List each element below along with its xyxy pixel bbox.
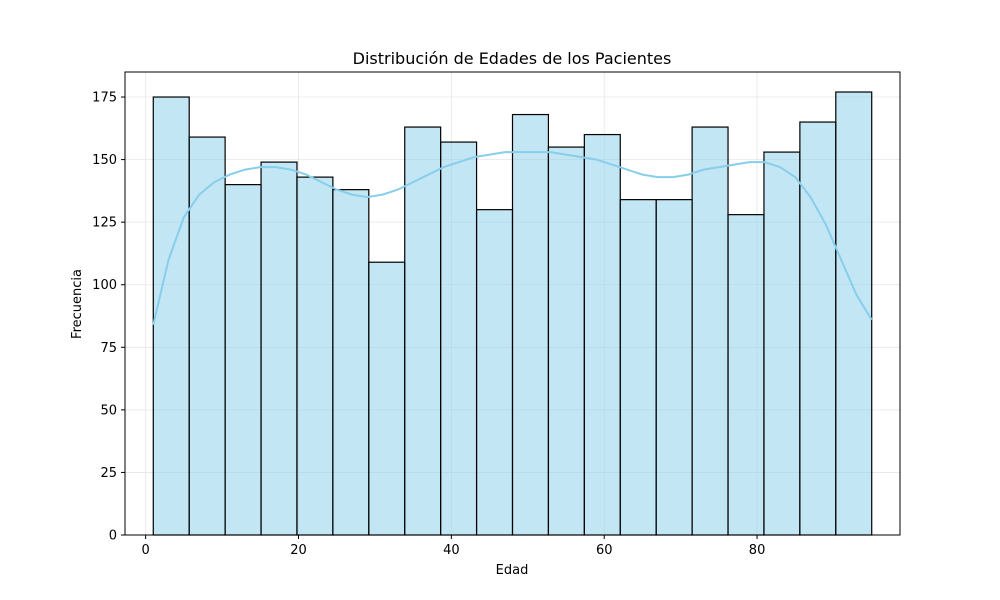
kde-curve [152, 151, 873, 325]
y-tick-label: 100 [92, 278, 117, 293]
x-tick-label: 20 [290, 543, 307, 558]
y-tick-label: 150 [92, 153, 117, 168]
histogram-bar [224, 184, 262, 536]
x-tick-label: 60 [596, 543, 613, 558]
y-tick-label: 75 [100, 341, 117, 356]
histogram-bar [511, 113, 550, 536]
histogram-bar [440, 141, 478, 536]
y-axis-label: Frecuencia [70, 269, 85, 339]
histogram-bar [727, 214, 765, 536]
y-tick-label: 125 [92, 216, 117, 231]
histogram-bar [332, 189, 370, 536]
histogram-bar [296, 176, 334, 536]
histogram-bars [152, 91, 873, 536]
histogram-bar [835, 91, 873, 536]
histogram-bar [260, 161, 298, 536]
y-tick-label: 50 [100, 403, 117, 418]
histogram-bar [547, 146, 585, 536]
histogram-bar [152, 96, 190, 536]
histogram-bar [475, 209, 514, 536]
x-tick-label: 0 [141, 543, 149, 558]
histogram-bar [188, 136, 226, 536]
x-axis-label: Edad [496, 563, 529, 578]
histogram-bar [763, 151, 801, 536]
histogram-bar [619, 199, 657, 536]
histogram-bar [799, 121, 837, 536]
histogram-bar [583, 133, 621, 536]
x-tick-label: 80 [749, 543, 766, 558]
histogram-bar [655, 199, 693, 536]
plot-frame [124, 71, 901, 536]
y-tick-label: 0 [109, 529, 117, 544]
y-tick-label: 25 [100, 466, 117, 481]
histogram-bar [691, 126, 729, 536]
chart-title: Distribución de Edades de los Pacientes [353, 49, 672, 68]
histogram-bar [368, 261, 406, 536]
x-tick-label: 40 [443, 543, 460, 558]
y-axis-ticks: 0 25 50 75 100 125 150 175 [92, 91, 125, 544]
x-axis-ticks: 0 20 40 60 80 [141, 535, 765, 558]
y-tick-label: 175 [92, 91, 117, 106]
histogram-bar [404, 126, 442, 536]
